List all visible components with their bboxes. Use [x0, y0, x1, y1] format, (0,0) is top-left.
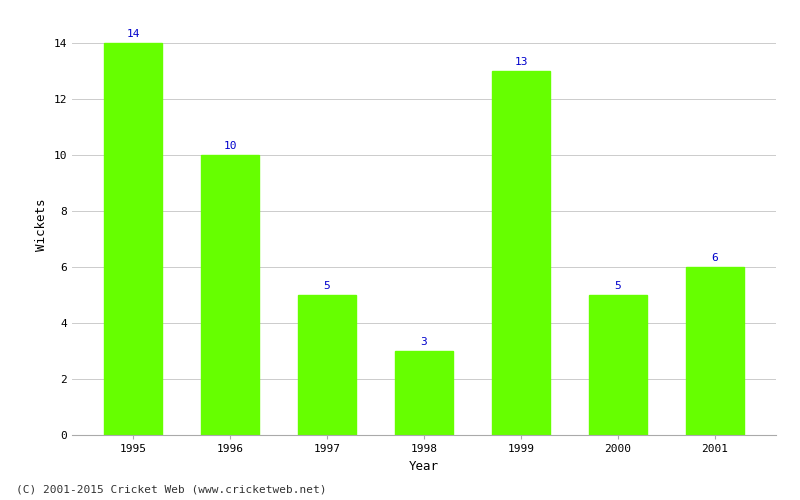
- Text: 5: 5: [614, 281, 622, 291]
- Bar: [201, 155, 259, 435]
- Y-axis label: Wickets: Wickets: [35, 198, 48, 251]
- Bar: [298, 295, 356, 435]
- Bar: [395, 351, 453, 435]
- Text: 6: 6: [711, 253, 718, 263]
- Text: 10: 10: [223, 141, 237, 151]
- Text: 14: 14: [126, 29, 140, 39]
- Text: 13: 13: [514, 57, 528, 67]
- Bar: [492, 71, 550, 435]
- Text: (C) 2001-2015 Cricket Web (www.cricketweb.net): (C) 2001-2015 Cricket Web (www.cricketwe…: [16, 485, 326, 495]
- Bar: [686, 267, 744, 435]
- Text: 5: 5: [324, 281, 330, 291]
- Bar: [104, 43, 162, 435]
- X-axis label: Year: Year: [409, 460, 439, 472]
- Bar: [589, 295, 647, 435]
- Text: 3: 3: [421, 337, 427, 347]
